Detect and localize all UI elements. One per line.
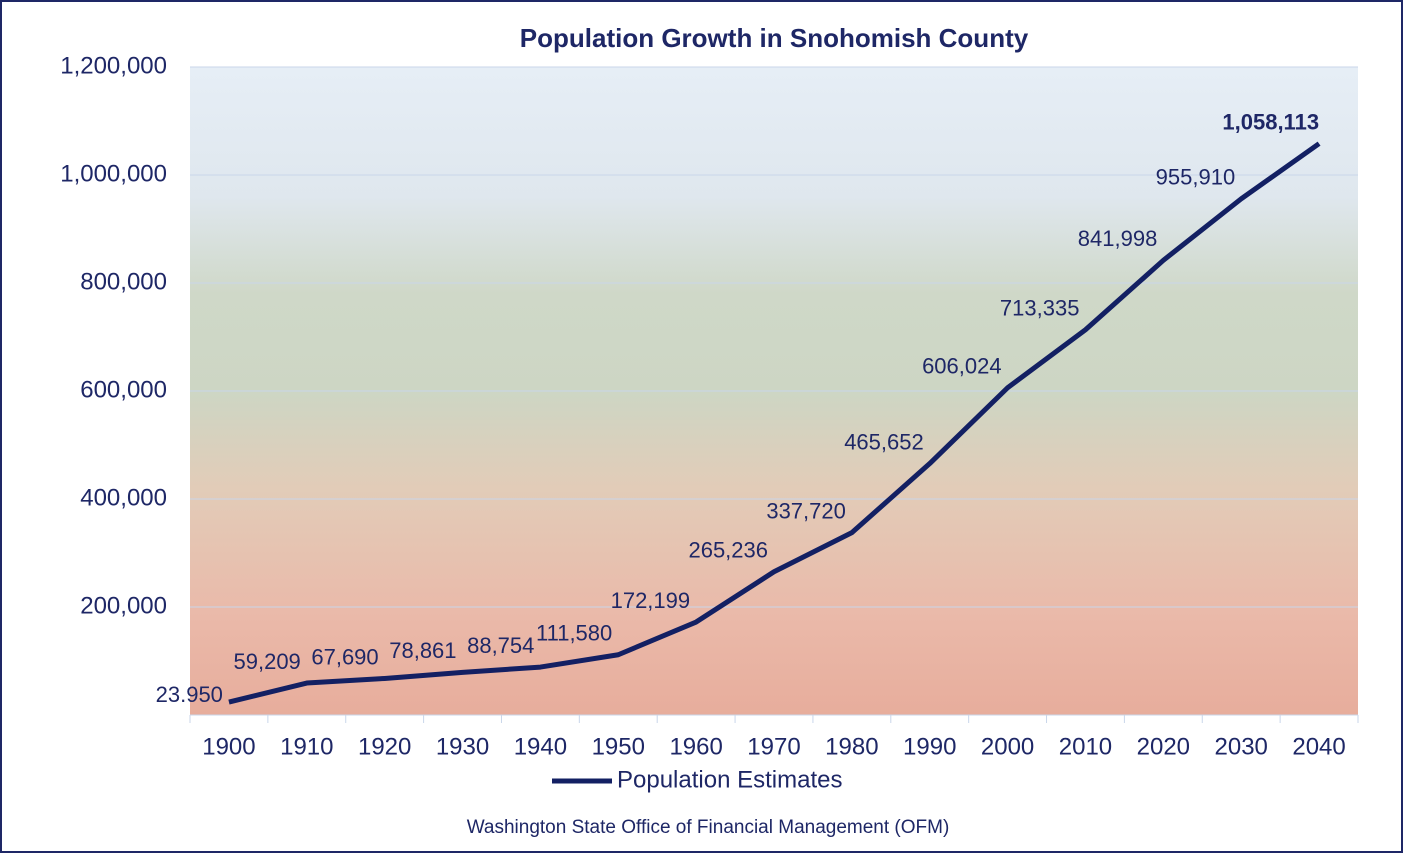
y-tick-label: 1,200,000 (60, 52, 167, 79)
x-tick-label: 2010 (1059, 733, 1112, 760)
x-tick-label: 1970 (747, 733, 800, 760)
data-label: 265,236 (688, 538, 768, 563)
y-tick-label: 1,000,000 (60, 160, 167, 187)
x-tick-label: 1900 (202, 733, 255, 760)
data-label: 23.950 (156, 682, 223, 707)
y-tick-label: 200,000 (80, 592, 167, 619)
x-tick-label: 1980 (825, 733, 878, 760)
data-label: 67,690 (311, 644, 378, 669)
y-tick-label: 800,000 (80, 268, 167, 295)
data-label: 78,861 (389, 638, 456, 663)
line (228, 141, 1321, 705)
data-label: 606,024 (922, 354, 1002, 379)
x-tick-label: 2030 (1215, 733, 1268, 760)
data-label: 88,754 (467, 633, 534, 658)
source: Washington State Office of Financial Man… (467, 817, 950, 838)
x-tick-label: 1950 (592, 733, 645, 760)
data-label: 59,209 (234, 649, 301, 674)
x-tick-label: 2000 (981, 733, 1034, 760)
data-label: 955,910 (1156, 165, 1236, 190)
plot: 200,000 400,000 600,000 800,000 1,000,000 1,2… (60, 52, 1359, 793)
y-tick-label: 400,000 (80, 484, 167, 511)
data-label: 841,998 (1078, 226, 1158, 251)
x-tick-label: 1920 (358, 733, 411, 760)
data-label: 1,058,113 (1222, 109, 1319, 134)
data-label: 713,335 (1000, 296, 1080, 321)
x-tick-label: 1930 (436, 733, 489, 760)
chart-title: Population Growth in Snohomish County (520, 23, 1029, 53)
data-label: 111,580 (536, 621, 612, 646)
data-label: 465,652 (844, 429, 924, 454)
data-label: 337,720 (766, 498, 846, 523)
legend-label: Population Estimates (617, 766, 842, 793)
x-tick-label: 1910 (280, 733, 333, 760)
x-tick-label: 1990 (903, 733, 956, 760)
x-tick-label: 2020 (1137, 733, 1190, 760)
x-tick-label: 1960 (669, 733, 722, 760)
data-label: 172,199 (611, 588, 691, 613)
y-tick-label: 600,000 (80, 376, 167, 403)
x-tick-label: 1940 (514, 733, 567, 760)
x-tick-label: 2040 (1292, 733, 1345, 760)
